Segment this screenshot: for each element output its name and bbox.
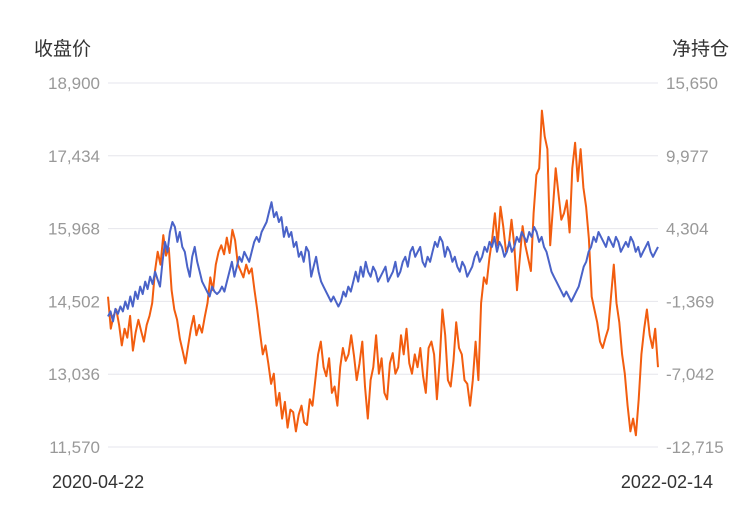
left-tick-label: 11,570 [49,438,100,457]
right-axis-ticks: 15,650 9,977 4,304 -1,369 -7,042 -12,715 [666,74,724,457]
right-tick-label: -7,042 [666,365,714,384]
plot-area [107,109,659,437]
right-tick-label: 4,304 [666,220,709,239]
x-start-label: 2020-04-22 [52,472,144,492]
left-tick-label: 13,036 [48,365,100,384]
right-axis-title: 净持仓 [672,38,729,60]
close-price-series-line [107,201,659,323]
right-tick-label: -1,369 [666,292,714,311]
x-end-label: 2022-02-14 [621,472,713,492]
left-tick-label: 17,434 [48,147,100,166]
left-axis-title: 收盘价 [34,38,91,60]
left-tick-label: 14,502 [48,292,100,311]
left-tick-label: 18,900 [48,74,100,93]
right-tick-label: -12,715 [666,438,724,457]
right-tick-label: 15,650 [666,74,718,93]
net-position-series-line [107,109,659,437]
left-tick-label: 15,968 [48,220,100,239]
left-axis-ticks: 18,900 17,434 15,968 14,502 13,036 11,570 [48,74,100,457]
right-tick-label: 9,977 [666,147,709,166]
